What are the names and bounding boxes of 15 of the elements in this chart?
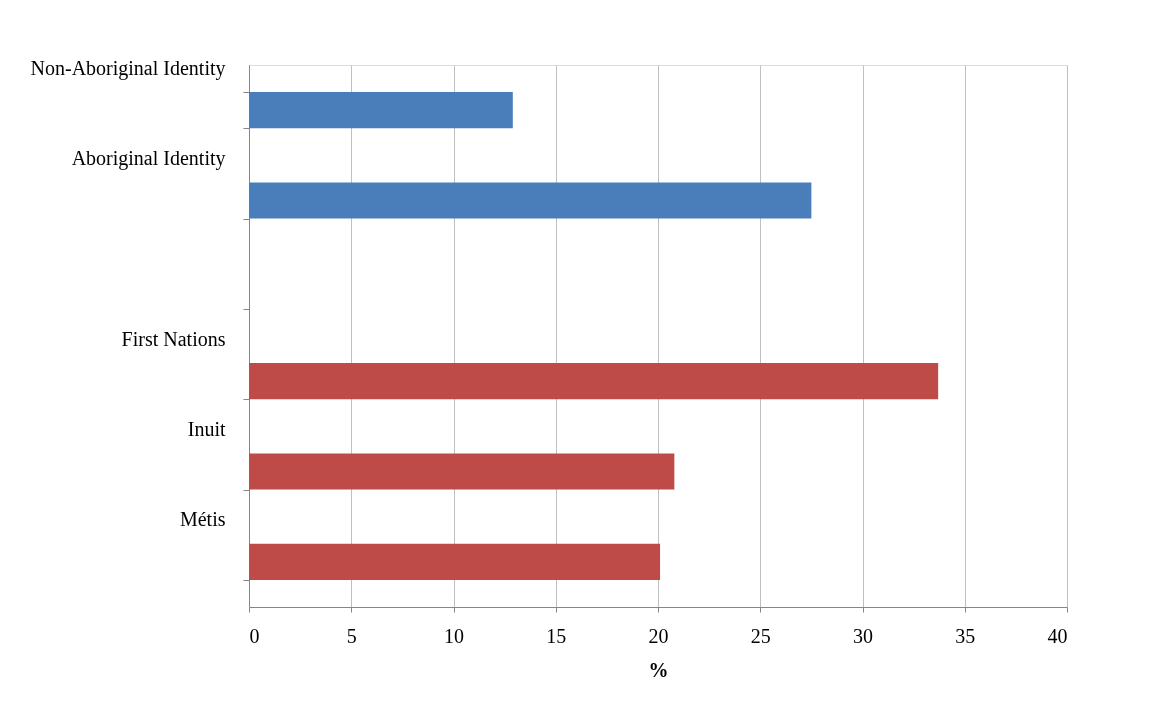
x-tick-label: 30	[853, 624, 873, 647]
x-tick-label: 0	[249, 624, 260, 647]
x-tick-label: 20	[648, 624, 669, 647]
x-tick-label: 15	[546, 624, 567, 647]
y-tick-label: First Nations	[121, 327, 226, 350]
y-tick-label: Non-Aboriginal Identity	[30, 56, 226, 80]
x-tick-label: 5	[346, 624, 357, 647]
x-tick-label: 10	[444, 624, 464, 647]
x-tick-label: 35	[955, 624, 976, 647]
y-tick-label: Aboriginal Identity	[71, 147, 226, 170]
x-axis-title: %	[648, 658, 669, 681]
x-tick-label: 40	[1047, 624, 1068, 647]
y-tick-label: Métis	[179, 508, 226, 531]
y-tick-label: Inuit	[187, 418, 226, 440]
x-tick-label: 25	[750, 624, 771, 647]
